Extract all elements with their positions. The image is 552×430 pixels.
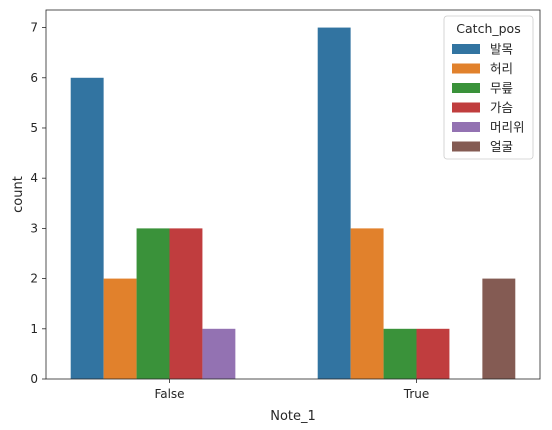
legend-swatch xyxy=(452,83,480,93)
legend-swatch xyxy=(452,122,480,132)
legend-label: 가슴 xyxy=(490,100,513,115)
legend-title: Catch_pos xyxy=(456,21,520,36)
bar-false-2 xyxy=(136,228,170,379)
legend-swatch xyxy=(452,63,480,74)
legend-label: 머리위 xyxy=(490,120,525,135)
y-tick-label: 4 xyxy=(30,171,38,185)
bar-true-3 xyxy=(416,328,450,379)
legend-label: 발목 xyxy=(490,42,513,57)
x-axis-ticks: False True xyxy=(154,379,429,401)
legend-swatch xyxy=(452,102,480,113)
y-tick-label: 1 xyxy=(30,322,38,336)
y-tick-label: 7 xyxy=(30,21,38,35)
y-tick-label: 3 xyxy=(30,221,38,235)
bars-layer xyxy=(70,27,516,379)
bar-false-3 xyxy=(169,228,203,379)
y-tick-label: 2 xyxy=(30,272,38,286)
legend-swatch xyxy=(452,44,480,54)
x-axis-title: Note_1 xyxy=(270,409,316,424)
y-tick-label: 0 xyxy=(30,372,38,386)
legend-label: 허리 xyxy=(490,61,513,76)
bar-true-5 xyxy=(482,278,516,379)
x-tick-label-false: False xyxy=(154,387,184,401)
legend-label: 얼굴 xyxy=(490,139,513,154)
legend-swatch xyxy=(452,141,480,152)
bar-true-0 xyxy=(317,27,351,379)
y-tick-label: 6 xyxy=(30,71,38,85)
x-tick-label-true: True xyxy=(403,387,430,401)
bar-false-0 xyxy=(70,77,104,379)
y-axis-ticks: 0 1 2 3 4 5 6 7 xyxy=(30,21,46,386)
y-tick-label: 5 xyxy=(30,121,38,135)
bar-false-4 xyxy=(202,328,236,379)
bar-true-2 xyxy=(383,328,417,379)
axes-layer xyxy=(45,9,541,380)
bar-true-1 xyxy=(350,228,384,379)
bar-false-1 xyxy=(103,278,137,379)
y-axis-title: count xyxy=(11,176,26,213)
legend-label: 무릎 xyxy=(490,81,513,96)
plot-frame xyxy=(45,9,541,380)
